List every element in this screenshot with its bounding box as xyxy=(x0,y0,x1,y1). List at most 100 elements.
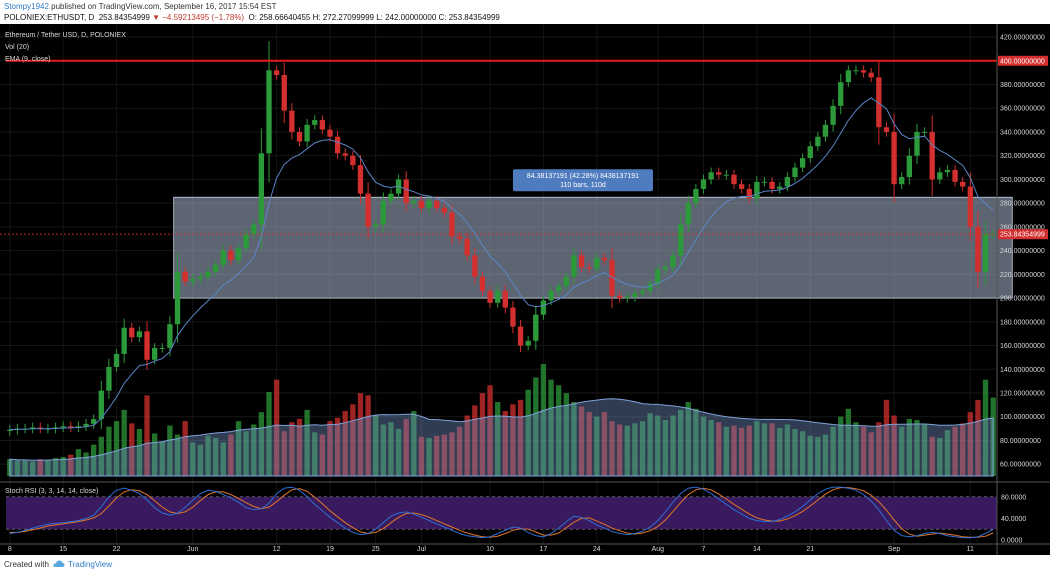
candle-body xyxy=(533,314,539,341)
candle-body xyxy=(601,257,608,261)
candle-body xyxy=(129,327,135,338)
legend-symbol[interactable]: Ethereum / Tether USD, D, POLONIEX xyxy=(5,32,126,39)
volume-bar xyxy=(891,415,897,476)
volume-bar xyxy=(159,441,165,476)
candle-body xyxy=(159,347,165,349)
candle-body xyxy=(921,131,928,133)
candle-body xyxy=(30,427,36,429)
candle-body xyxy=(632,293,638,297)
range-measure-label: 84.38137191 (42.28%) 8438137191 110 bars… xyxy=(512,169,653,192)
volume-bar xyxy=(411,411,417,476)
candle-body xyxy=(960,181,966,187)
last-price-tag-bg xyxy=(998,229,1048,240)
candle-body xyxy=(434,200,440,208)
candle-body xyxy=(899,177,905,185)
volume-bar xyxy=(304,409,310,476)
volume-bar xyxy=(487,385,493,476)
candle-body xyxy=(571,255,577,277)
volume-bar xyxy=(967,412,973,476)
volume-bar xyxy=(632,423,638,476)
volume-bar xyxy=(45,460,51,476)
volume-bar xyxy=(723,426,730,476)
candle-body xyxy=(495,290,501,303)
legend-volume[interactable]: Vol (20) xyxy=(5,44,29,51)
range-measure-box[interactable] xyxy=(173,196,1013,299)
candle-body xyxy=(845,70,852,83)
candle-body xyxy=(738,184,745,189)
candle-body xyxy=(914,131,920,156)
candle-body xyxy=(982,234,989,272)
volume-bar xyxy=(792,428,798,476)
volume-bar xyxy=(754,421,760,476)
volume-bar xyxy=(258,412,265,476)
author-link[interactable]: Stompy1942 xyxy=(4,2,49,11)
stoch-tick-label: 40.0000 xyxy=(1001,516,1026,523)
volume-bar xyxy=(319,434,326,476)
candle-body xyxy=(289,110,295,132)
candle-body xyxy=(373,224,379,227)
volume-bar xyxy=(495,402,501,476)
volume-bar xyxy=(37,459,43,476)
volume-bar xyxy=(624,425,630,476)
candle-body xyxy=(487,290,493,303)
candle-body xyxy=(449,212,455,237)
volume-bar xyxy=(281,431,287,476)
candle-body xyxy=(525,340,531,346)
time-tick-label: 10 xyxy=(486,546,494,553)
volume-bar xyxy=(716,422,722,476)
volume-bar xyxy=(975,399,981,476)
candle-body xyxy=(609,260,615,296)
price-tick-label: 320.00000000 xyxy=(1000,153,1045,160)
candle-body xyxy=(220,250,226,265)
axis-price-tags: 400.00000000 253.84354999 xyxy=(998,55,1048,240)
candle-body xyxy=(334,136,341,154)
candle-body xyxy=(777,186,783,189)
volume-bar xyxy=(243,431,249,476)
volume-bar xyxy=(212,437,219,476)
candle-body xyxy=(136,331,143,338)
candle-body xyxy=(365,193,371,227)
price-tick-label: 380.00000000 xyxy=(1000,82,1045,89)
volume-bar xyxy=(60,456,66,476)
volume-bar xyxy=(761,423,768,476)
price-tick-label: 100.00000000 xyxy=(1000,414,1045,421)
candle-body xyxy=(395,179,402,194)
tradingview-link[interactable]: TradingView xyxy=(68,560,113,569)
price-tick-label: 140.00000000 xyxy=(1000,367,1045,374)
time-axis[interactable]: 8 15 22 Jun 12 19 25 Jul 10 17 24 Aug 7 14 21 Sep 11 xyxy=(8,546,974,553)
volume-bar xyxy=(952,426,958,476)
candle-body xyxy=(342,153,348,156)
time-tick-label: Sep xyxy=(888,546,901,553)
volume-bar xyxy=(609,421,615,476)
candle-body xyxy=(723,174,730,176)
volume-bar xyxy=(380,424,387,476)
volume-bar xyxy=(777,427,783,476)
price-tick-label: 220.00000000 xyxy=(1000,272,1045,279)
volume-bar xyxy=(144,395,150,476)
candle-body xyxy=(281,75,287,111)
legend-stoch-rsi[interactable]: Stoch RSI (3, 3, 14, 14, close) xyxy=(5,488,98,495)
volume-bar xyxy=(52,458,59,476)
candle-body xyxy=(822,124,829,137)
candle-body xyxy=(113,353,120,367)
legend-ema[interactable]: EMA (9, close) xyxy=(5,56,51,63)
candle-body xyxy=(716,172,722,175)
candle-body xyxy=(190,279,196,282)
volume-bar xyxy=(830,426,836,476)
volume-bar xyxy=(388,422,394,476)
candle-body xyxy=(860,70,867,73)
time-tick-label: 17 xyxy=(540,546,548,553)
volume-bar xyxy=(395,428,402,476)
volume-bar xyxy=(30,461,36,476)
volume-bar xyxy=(769,423,775,476)
volume-bar xyxy=(533,377,539,476)
time-tick-label: 25 xyxy=(372,546,380,553)
volume-bar xyxy=(838,416,844,476)
price-chart[interactable]: 84.38137191 (42.28%) 8438137191 110 bars… xyxy=(0,24,1050,555)
candle-body xyxy=(312,120,318,125)
resistance-price-tag-bg xyxy=(998,55,1048,66)
candle-body xyxy=(639,290,646,294)
time-tick-label: 7 xyxy=(702,546,706,553)
volume-bar xyxy=(251,424,257,476)
candle-body xyxy=(464,238,470,256)
